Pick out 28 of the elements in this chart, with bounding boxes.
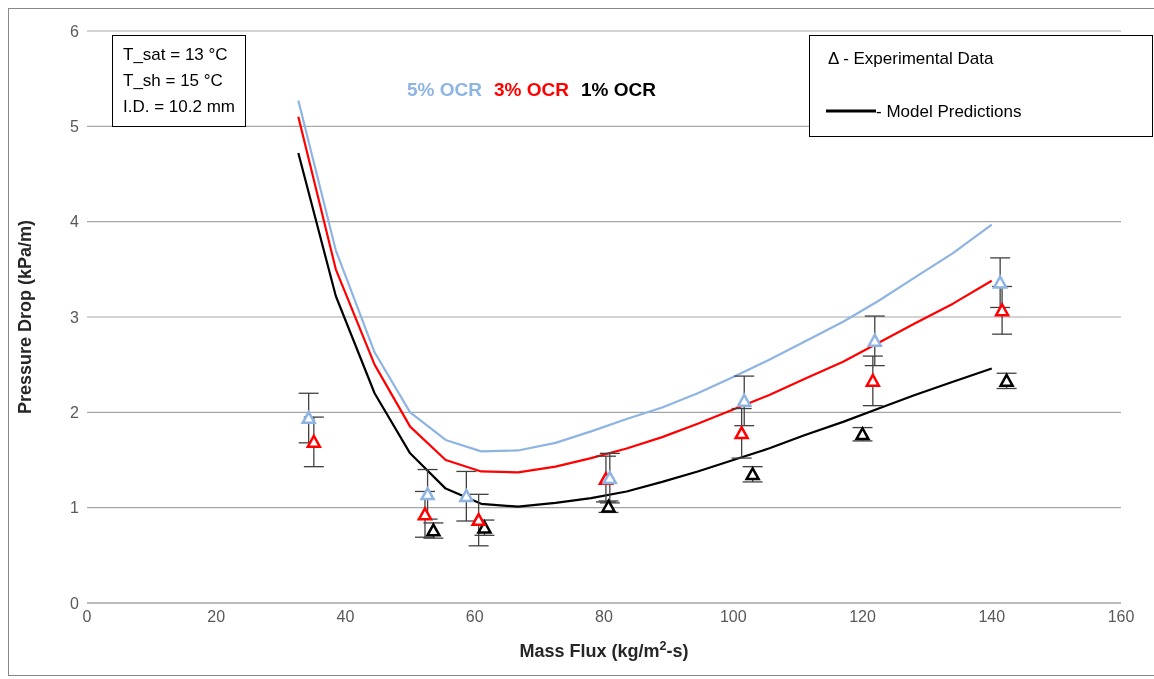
x-tick-label: 20 [207, 608, 226, 626]
y-tick-label: 1 [70, 499, 80, 517]
text: 5% OCR [407, 79, 482, 101]
annotation: - Model Predictions [876, 102, 1022, 122]
x-tick-label: 40 [336, 608, 355, 626]
y-tick-label: 5 [70, 118, 80, 136]
x-tick-label: 120 [849, 608, 876, 626]
legend-box: Δ - Experimental Data - Model Predictions [809, 35, 1153, 137]
info-box: T_sat = 13 °C T_sh = 15 °C I.D. = 10.2 mm [112, 35, 246, 127]
x-tick-label: 160 [1107, 608, 1135, 626]
x-tick-label: 140 [978, 608, 1006, 626]
x-tick-label: 80 [595, 608, 613, 626]
annotation: T_sh = 15 °C [123, 70, 224, 92]
y-tick-label: 3 [70, 308, 80, 326]
annotation: I.D. = 10.2 mm [123, 96, 235, 118]
x-axis-title: Mass Flux (kg/m$^{2}$-s) [519, 639, 689, 661]
x-tick-label: 60 [465, 608, 484, 626]
text: 3% OCR [493, 79, 569, 101]
y-tick-label: 2 [70, 404, 80, 422]
annotation: Δ - Experimental Data [828, 49, 994, 69]
text: 1% OCR [580, 79, 656, 101]
x-tick-label: 100 [719, 608, 747, 626]
y-axis-title: Pressure Drop (kPa/m) [15, 219, 36, 415]
y-tick-label: 6 [70, 22, 80, 40]
annotation: T_sat = 13 °C [123, 44, 229, 66]
x-tick-label: 0 [82, 608, 92, 626]
y-tick-label: 4 [70, 213, 80, 231]
y-tick-label: 0 [70, 594, 80, 612]
